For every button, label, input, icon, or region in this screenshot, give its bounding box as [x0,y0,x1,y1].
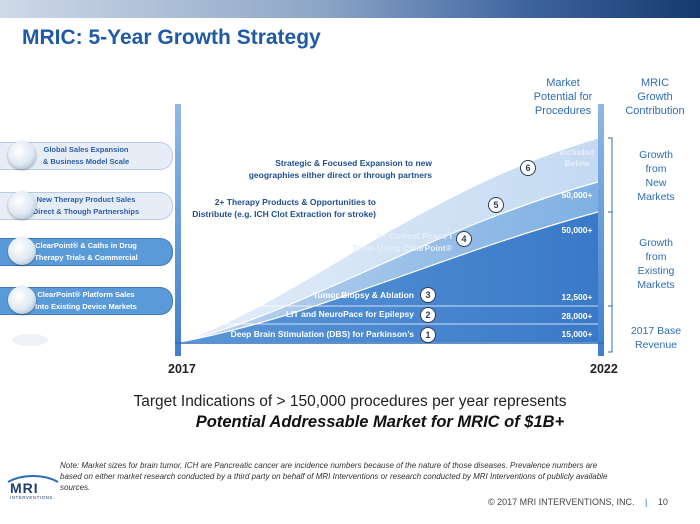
label-line: Revenue [634,339,678,351]
tumor-biopsy-text: Tumor Biopsy & Ablation [312,290,414,300]
boundary-line [179,181,599,343]
lit-neuropace-text: LIT and NeuroPace for Epilepsy [285,309,414,319]
copyright-text: © 2017 MRI INTERVENTIONS, INC. [488,497,635,507]
step-number-1: 1 [420,327,436,343]
addressable-market-text: Potential Addressable Market for MRIC of… [195,413,565,431]
company-logo: MRI INTERVENTIONS [4,474,62,507]
label-line: Markets [637,279,675,291]
value-15000: 15,000+ [561,329,593,339]
value-included-below: Included Below [548,147,606,169]
shadow-ellipse [12,334,48,346]
bracket-base-revenue [608,305,613,353]
label-line: from [645,163,667,175]
pill-line: ClearPoint® & Caths in Drug [35,241,137,250]
target-indications-text: Target Indications of > 150,000 procedur… [133,393,567,410]
value-12500: 12,500+ [561,292,593,302]
globe-icon [8,141,36,169]
pill-line: & Business Model Scale [42,157,130,166]
label-line: Growth [639,149,673,161]
year-end: 2022 [590,362,618,376]
left-axis-bar [175,104,181,356]
phase-trials-text: 5+ Current Phase I Trials Using ClearPoi… [330,230,452,254]
catheter-icon [8,237,36,265]
text-line: 2+ Therapy Products & Opportunities to [214,197,376,207]
text-line: 5+ Current Phase I [377,231,452,241]
header-line: Market [546,77,580,89]
label-line: New [645,177,667,189]
step-number-6: 6 [520,160,536,176]
step-number-5: 5 [488,197,504,213]
value-line: Included [559,147,595,157]
growth-new-markets-label: Growth from New Markets [620,148,692,204]
growth-contribution-header: MRIC Growth Contribution [618,76,692,118]
dbs-text: Deep Brain Stimulation (DBS) for Parkins… [230,329,414,339]
pill-line: ClearPoint® Platform Sales [37,290,135,299]
top-banner [0,0,700,18]
page-number: 10 [657,497,668,507]
logo-text: MRI [10,480,39,496]
base-revenue-label: 2017 Base Revenue [620,324,692,352]
year-start: 2017 [168,362,196,376]
text-line: geographies either direct or through par… [248,170,432,180]
header-line: MRIC [640,77,670,89]
value-28000: 28,000+ [561,311,593,321]
right-axis-bar [598,104,604,356]
logo-subtext: INTERVENTIONS [10,495,53,500]
text-line: Strategic & Focused Expansion to new [275,158,432,168]
label-line: Markets [637,191,675,203]
pill-line: Direct & Though Partnerships [32,207,140,216]
header-line: Potential for [533,91,593,103]
label-line: 2017 Base [630,325,682,337]
bracket-new-markets [608,137,613,213]
header-line: Growth [637,91,673,103]
footer-separator: | [645,497,648,507]
value-line: Below [564,158,590,168]
platform-icon [8,286,36,314]
pill-line: Therapy Trials & Commercial [34,253,138,262]
growth-existing-markets-label: Growth from Existing Markets [620,236,692,292]
step-number-2: 2 [420,307,436,323]
therapy-products-text: 2+ Therapy Products & Opportunities to D… [186,196,376,220]
pill-line: Global Sales Expansion [43,145,129,154]
footnote: Note: Market sizes for brain tumor, ICH … [60,461,608,492]
value-50000-trials: 50,000+ [561,225,593,235]
market-potential-header: Market Potential for Procedures [528,76,598,118]
slide-footer: © 2017 MRI INTERVENTIONS, INC. | 10 [488,497,668,507]
header-line: Procedures [534,105,592,117]
strategic-expansion-text: Strategic & Focused Expansion to new geo… [222,157,432,181]
pill-line: New Therapy Product Sales [36,195,136,204]
step-number-3: 3 [420,287,436,303]
label-line: Growth [639,237,673,249]
pill-line: Into Existing Device Markets [35,302,137,311]
text-line: Trials Using ClearPoint® [352,243,452,253]
device-icon [8,191,36,219]
header-line: Contribution [625,105,685,117]
logo-swoosh-icon [7,475,59,483]
step-number-4: 4 [456,231,472,247]
slide-title: MRIC: 5-Year Growth Strategy [22,26,321,49]
label-line: from [645,251,667,263]
bracket-existing-markets [608,211,613,307]
boundary-line [179,211,599,343]
value-50000-therapy: 50,000+ [561,190,593,200]
text-line: Distribute (e.g. ICH Clot Extraction for… [192,209,376,219]
label-line: Existing [637,265,675,277]
